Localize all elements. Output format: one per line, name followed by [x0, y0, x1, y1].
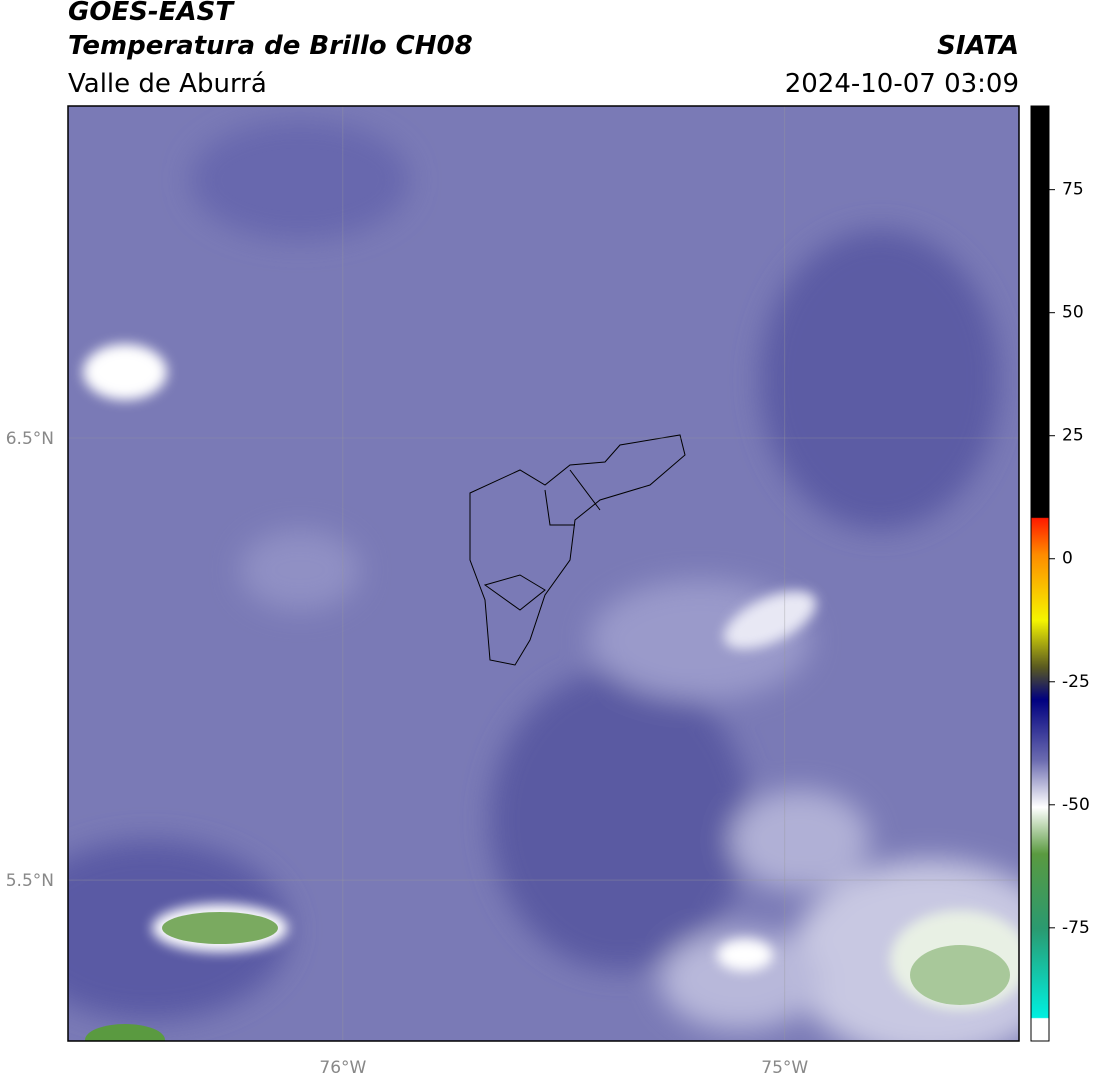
colorbar-label: 25 [1062, 426, 1084, 446]
source: SIATA [937, 31, 1019, 61]
region: Valle de Aburrá [68, 69, 267, 99]
title: GOES-EAST [68, 0, 235, 27]
colorbar-label: -75 [1062, 918, 1090, 938]
colorbar [1030, 105, 1050, 1042]
subtitle: Temperatura de Brillo CH08 [68, 31, 473, 61]
colorbar-label: -25 [1062, 672, 1090, 692]
satellite-image [68, 106, 1019, 1041]
lon-label: 76°W [319, 1058, 366, 1078]
map-frame [67, 105, 1020, 1042]
lon-label: 75°W [761, 1058, 808, 1078]
lat-label: 6.5°N [6, 429, 54, 449]
colorbar-label: 50 [1062, 303, 1084, 323]
datetime: 2024-10-07 03:09 [785, 69, 1019, 99]
colorbar-label: 0 [1062, 549, 1073, 569]
lat-label: 5.5°N [6, 871, 54, 891]
colorbar-label: 75 [1062, 180, 1084, 200]
colorbar-label: -50 [1062, 795, 1090, 815]
